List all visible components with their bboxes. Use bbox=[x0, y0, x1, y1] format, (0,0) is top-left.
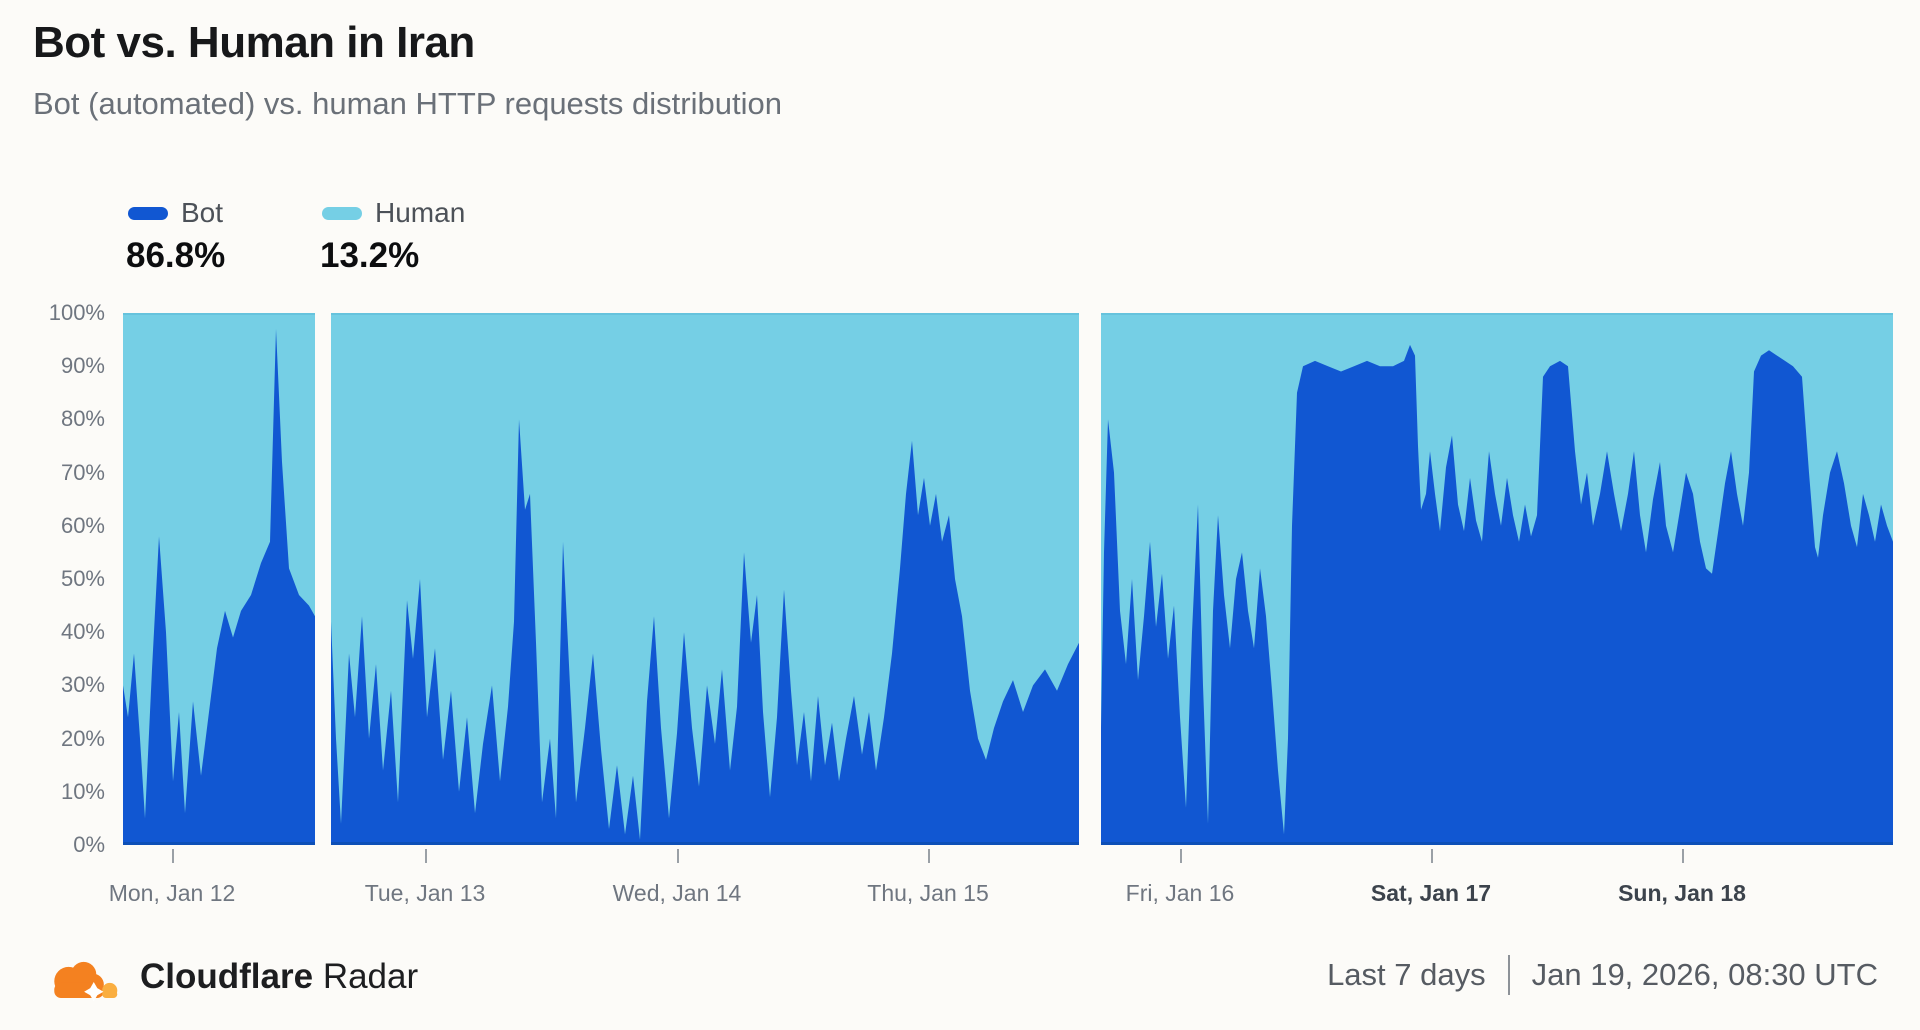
x-axis-tick bbox=[1682, 849, 1684, 863]
bot-legend-label: Bot bbox=[181, 197, 224, 228]
page-subtitle: Bot (automated) vs. human HTTP requests … bbox=[33, 86, 782, 121]
stacked-area-plot[interactable] bbox=[123, 313, 1893, 845]
footer-brand[interactable]: Cloudflare Radar bbox=[40, 948, 418, 1006]
y-axis-label: 40% bbox=[60, 619, 105, 645]
y-axis-label: 100% bbox=[48, 300, 105, 325]
x-axis-tick bbox=[1431, 849, 1433, 863]
x-axis-label: Mon, Jan 12 bbox=[108, 880, 236, 906]
human-legend-label: Human bbox=[375, 197, 466, 228]
x-axis-label: Sun, Jan 18 bbox=[1618, 880, 1746, 906]
brand-bold: Cloudflare bbox=[140, 957, 314, 996]
x-axis-tick bbox=[172, 849, 174, 863]
human-legend-swatch-icon bbox=[322, 206, 362, 220]
x-axis-label: Thu, Jan 15 bbox=[867, 880, 989, 906]
timestamp-label: Jan 19, 2026, 08:30 UTC bbox=[1531, 957, 1878, 992]
x-axis-label: Sat, Jan 17 bbox=[1370, 880, 1492, 906]
y-axis-label: 20% bbox=[60, 725, 105, 751]
x-axis-label: Fri, Jan 16 bbox=[1125, 880, 1235, 906]
bot-percentage-value: 86.8% bbox=[126, 236, 226, 275]
y-axis-label: 50% bbox=[60, 566, 105, 591]
y-axis-label: 60% bbox=[60, 512, 105, 538]
cloudflare-logo-icon bbox=[54, 961, 118, 1002]
y-axis-label: 10% bbox=[60, 778, 105, 804]
bot-legend-swatch-icon bbox=[128, 206, 168, 220]
y-axis-label: 70% bbox=[60, 459, 105, 485]
page-title: Bot vs. Human in Iran bbox=[33, 18, 475, 67]
brand-text: Cloudflare Radar bbox=[140, 957, 418, 997]
date-range-label: Last 7 days bbox=[1327, 957, 1486, 992]
footer-meta: Last 7 days Jan 19, 2026, 08:30 UTC bbox=[1327, 955, 1878, 995]
x-axis-tick bbox=[425, 849, 427, 863]
human-percentage-value: 13.2% bbox=[320, 236, 420, 275]
x-axis-tick bbox=[677, 849, 679, 863]
y-axis-label: 80% bbox=[60, 406, 105, 432]
y-axis-label: 0% bbox=[73, 832, 105, 857]
plot-svg[interactable] bbox=[123, 313, 1893, 845]
y-axis-label: 30% bbox=[60, 672, 105, 698]
footer-divider bbox=[1507, 955, 1510, 995]
x-axis-label: Tue, Jan 13 bbox=[364, 880, 486, 906]
y-axis: 100% 90% 80% 70% 60% 50% 40% 30% 20% 10% 0% bbox=[0, 302, 105, 856]
y-axis-label: 90% bbox=[60, 353, 105, 379]
x-axis-tick bbox=[1180, 849, 1182, 863]
legend-item-bot[interactable]: Bot bbox=[128, 197, 223, 229]
x-axis-label: Wed, Jan 14 bbox=[612, 880, 742, 906]
brand-regular: Radar bbox=[322, 957, 419, 996]
x-axis-tick bbox=[928, 849, 930, 863]
legend-item-human[interactable]: Human bbox=[322, 197, 465, 229]
